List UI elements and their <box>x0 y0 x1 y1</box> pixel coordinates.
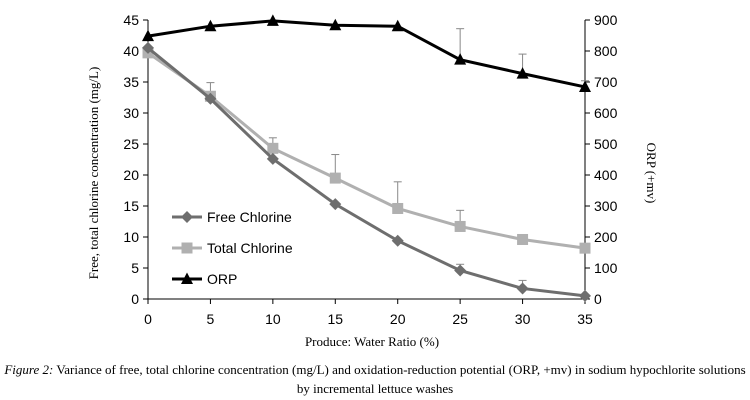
data-point <box>516 67 529 79</box>
y2-tick-label: 600 <box>594 105 618 121</box>
figure-label: Figure 2: <box>4 362 54 377</box>
series-total-chlorine <box>142 47 591 254</box>
y-tick-label: 5 <box>131 260 139 276</box>
chart: 0510152025303540450100200300400500600700… <box>86 12 659 349</box>
x-tick-label: 30 <box>515 311 531 327</box>
y2-tick-label: 900 <box>594 12 618 28</box>
x-tick-label: 10 <box>265 311 281 327</box>
legend-label: Total Chlorine <box>207 240 293 256</box>
data-point <box>517 233 529 245</box>
series-orp <box>142 14 591 92</box>
y-tick-label: 20 <box>123 167 139 183</box>
x-tick-label: 5 <box>207 311 215 327</box>
y-tick-label: 0 <box>131 291 139 307</box>
figure-caption: Figure 2: Variance of free, total chlori… <box>0 360 750 398</box>
data-point <box>204 92 217 105</box>
legend-item-orp: ORP <box>172 271 237 287</box>
data-point <box>392 202 404 214</box>
series-line <box>147 46 586 298</box>
data-point <box>579 80 591 92</box>
data-point <box>142 29 154 42</box>
series-line <box>147 51 586 250</box>
legend: Free Chlorine Total Chlorine ORP <box>172 209 293 287</box>
legend-label: ORP <box>207 271 237 287</box>
y-tick-label: 15 <box>123 198 139 214</box>
y2-tick-label: 200 <box>594 229 618 245</box>
legend-marker <box>181 272 193 284</box>
y-tick-label: 45 <box>123 12 139 28</box>
legend-item-free-chlorine: Free Chlorine <box>172 209 292 225</box>
data-point <box>391 234 404 247</box>
y-tick-label: 40 <box>123 43 139 59</box>
y2-tick-label: 400 <box>594 167 618 183</box>
y-tick-label: 25 <box>123 136 139 152</box>
data-point <box>266 14 279 26</box>
data-point <box>329 18 342 31</box>
legend-marker <box>181 211 193 223</box>
x-tick-label: 20 <box>390 311 406 327</box>
y2-tick-label: 100 <box>594 260 618 276</box>
data-point <box>454 264 467 277</box>
data-point <box>329 172 341 184</box>
x-tick-label: 35 <box>577 311 593 327</box>
x-tick-label: 15 <box>327 311 343 327</box>
y-tick-label: 35 <box>123 74 139 90</box>
y2-tick-label: 700 <box>594 74 618 90</box>
y2-axis-title: ORP (+mv) <box>644 143 659 204</box>
legend-item-total-chlorine: Total Chlorine <box>172 240 293 256</box>
x-tick-label: 0 <box>144 311 152 327</box>
series-line <box>147 19 586 89</box>
caption-text: Variance of free, total chlorine concent… <box>56 362 746 396</box>
data-point <box>579 289 591 302</box>
data-point <box>204 19 217 32</box>
series-free-chlorine <box>142 41 591 302</box>
data-point <box>454 53 467 65</box>
x-axis-title: Produce: Water Ratio (%) <box>305 334 439 349</box>
data-point <box>329 198 342 211</box>
data-point <box>516 282 529 295</box>
y2-tick-label: 0 <box>594 291 602 307</box>
data-point <box>391 19 404 32</box>
data-point <box>142 41 154 54</box>
y2-tick-label: 300 <box>594 198 618 214</box>
data-point <box>266 152 279 165</box>
data-point <box>454 220 466 232</box>
axes: 0510152025303540450100200300400500600700… <box>123 12 617 327</box>
series-layer <box>142 14 591 302</box>
y-tick-label: 30 <box>123 105 139 121</box>
legend-marker <box>181 242 193 254</box>
y2-tick-label: 800 <box>594 43 618 59</box>
data-point <box>267 142 279 154</box>
x-tick-label: 25 <box>452 311 468 327</box>
y2-tick-label: 500 <box>594 136 618 152</box>
y-tick-label: 10 <box>123 229 139 245</box>
data-point <box>579 242 591 254</box>
legend-label: Free Chlorine <box>207 209 292 225</box>
y-axis-title: Free, total chlorine concentration (mg/L… <box>86 67 101 280</box>
